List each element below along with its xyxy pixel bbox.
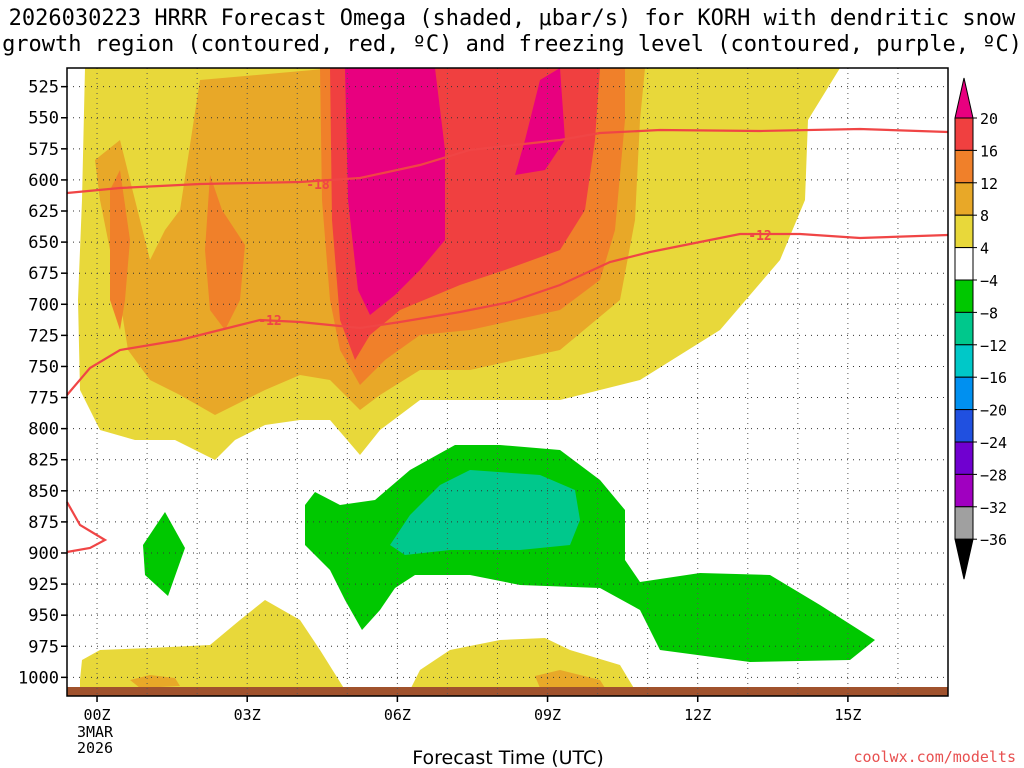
omega-12-region-b [205,175,245,330]
contour-label-0: -18 [306,178,330,193]
y-tick-label-750: 750 [28,357,59,377]
y-tick-label-725: 725 [28,326,59,346]
y-tick-label-600: 600 [28,171,59,191]
contour-freezing [66,501,108,554]
colorbar-label-7: −12 [980,337,1007,355]
x-tick-label-9: 09Z [534,706,561,724]
contour-label-1: -12 [258,314,281,329]
y-tick-label-575: 575 [28,140,59,160]
y-tick-label-700: 700 [28,295,59,315]
colorbar-bottom-arrow [954,538,974,580]
x-tick-label-6: 06Z [384,706,411,724]
colorbar-label-2: 12 [980,175,998,193]
y-tick-label-825: 825 [28,451,59,471]
x-tick-label-3: 03Z [234,706,261,724]
colorbar-swatch-11 [954,473,974,508]
colorbar-label-4: 4 [980,240,989,258]
x-tick-label-15: 15Z [834,706,861,724]
colorbar-swatch-7 [954,344,974,378]
colorbar-label-6: −8 [980,304,998,322]
y-tick-label-625: 625 [28,202,59,222]
colorbar-swatch-1 [954,149,974,184]
colorbar-swatch-8 [954,376,974,411]
contour-label-2: -12 [748,229,771,244]
x-tick-label-12: 12Z [684,706,711,724]
colorbar-label-12: −32 [980,499,1007,517]
omega-4-lower-region [80,600,345,690]
omega-8-lower-region-b [535,670,605,688]
colorbar-swatch-6 [954,311,974,346]
y-tick-label-800: 800 [28,420,59,440]
colorbar-swatch-3 [954,214,974,249]
chart-title-line-2: growth region (contoured, red, ºC) and f… [2,32,1022,57]
colorbar-swatch-2 [954,182,974,216]
y-tick-label-900: 900 [28,544,59,564]
y-tick-label-675: 675 [28,264,59,284]
y-tick-label-975: 975 [28,637,59,657]
y-tick-label-1000: 1000 [18,668,59,688]
colorbar-label-8: −16 [980,369,1007,387]
colorbar-top-arrow [954,77,974,119]
omega-8-lower-region [130,675,180,688]
omega-neg8-region [390,470,580,555]
y-tick-label-925: 925 [28,575,59,595]
y-tick-label-875: 875 [28,513,59,533]
colorbar-swatch-10 [954,441,974,475]
x-axis-label: Forecast Time (UTC) [412,747,603,768]
credit-label: coolwx.com/modelts [853,748,1016,766]
colorbar-swatch-9 [954,409,974,443]
y-tick-label-850: 850 [28,482,59,502]
colorbar-label-1: 16 [980,142,998,160]
contour-minus-12 [66,232,949,396]
y-tick-label-525: 525 [28,78,59,98]
plot-frame [66,67,949,697]
colorbar-swatch-12 [954,506,974,540]
colorbar-label-5: −4 [980,272,998,290]
x-tick-sublabel-0: 3MAR [77,723,114,741]
colorbar-swatch-5 [954,279,974,313]
omega-20-region [345,68,445,315]
colorbar-label-13: −36 [980,531,1007,549]
y-tick-label-650: 650 [28,233,59,253]
colorbar-swatch-4 [954,247,974,281]
x-tick-label-0: 00Z [83,706,110,724]
ground-terrain [67,687,948,696]
omega-neg4-region-b [143,512,185,596]
colorbar-label-9: −20 [980,402,1007,420]
y-tick-label-550: 550 [28,109,59,129]
y-tick-label-775: 775 [28,389,59,409]
contour-minus-18 [66,127,949,195]
colorbar-swatch-0 [954,117,974,151]
colorbar-label-10: −24 [980,434,1007,452]
omega-20-region-b [515,68,565,175]
colorbar-label-3: 8 [980,207,989,225]
x-tick-sublabel-1: 2026 [77,739,113,757]
omega-12-region [110,170,130,330]
chart-title-line-1: 2026030223 HRRR Forecast Omega (shaded, … [8,6,1016,31]
colorbar-label-0: 20 [980,110,998,128]
colorbar-label-11: −28 [980,466,1007,484]
y-tick-label-950: 950 [28,606,59,626]
